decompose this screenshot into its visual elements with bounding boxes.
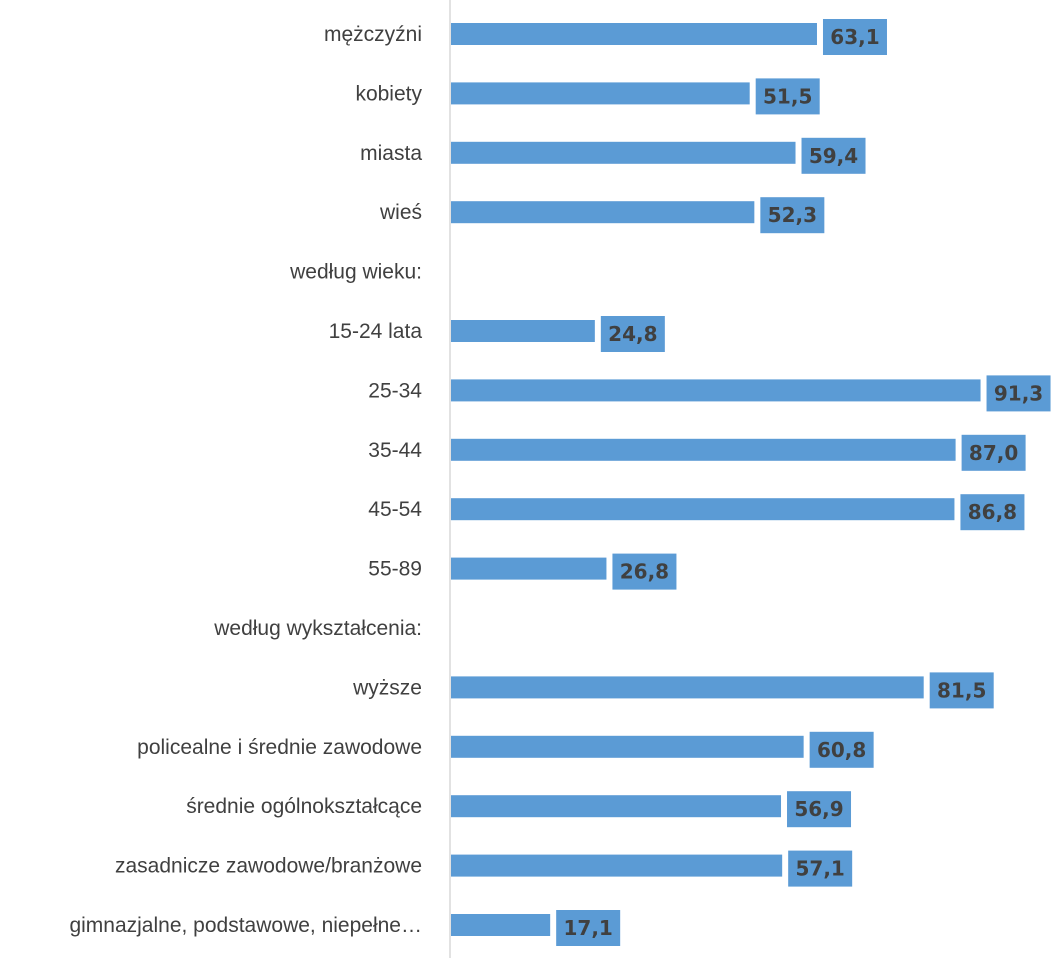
data-label: 91,3 <box>994 381 1043 405</box>
data-label: 51,5 <box>763 84 812 108</box>
data-label: 87,0 <box>969 441 1018 465</box>
category-label: 35-44 <box>368 439 422 462</box>
data-label-box <box>787 791 852 828</box>
data-label-box <box>809 731 874 768</box>
data-label-box <box>600 316 665 352</box>
bar <box>451 795 782 818</box>
data-label-box <box>801 137 866 174</box>
data-label-box <box>556 910 621 946</box>
category-label: 45-54 <box>368 498 422 521</box>
category-label: wyższe <box>352 676 422 699</box>
data-label: 56,9 <box>794 797 843 821</box>
data-label-box <box>788 850 853 887</box>
category-label: mężczyźni <box>324 23 422 46</box>
data-label: 63,1 <box>830 25 879 49</box>
bar <box>451 438 956 461</box>
data-label-box <box>755 78 820 115</box>
category-label: miasta <box>360 142 422 165</box>
bar <box>451 201 755 224</box>
data-label-box <box>612 553 677 590</box>
bar <box>451 735 804 758</box>
data-label: 24,8 <box>608 322 657 346</box>
bar <box>451 23 817 45</box>
category-label: 55-89 <box>368 558 422 581</box>
category-label: według wykształcenia: <box>213 617 422 640</box>
category-label: 15-24 lata <box>329 320 423 343</box>
data-label-box <box>929 672 994 709</box>
data-label: 81,5 <box>937 678 986 702</box>
bar <box>451 676 924 699</box>
data-label: 59,4 <box>809 144 858 168</box>
bar <box>451 379 981 402</box>
bar <box>451 557 607 580</box>
category-label: kobiety <box>355 82 422 105</box>
category-label: 25-34 <box>368 379 422 402</box>
data-label-box <box>960 494 1025 531</box>
category-label: zasadnicze zawodowe/branżowe <box>115 855 422 878</box>
data-label-box <box>986 375 1051 412</box>
category-label: policealne i średnie zawodowe <box>137 736 422 759</box>
data-label: 60,8 <box>817 738 866 762</box>
category-label: gimnazjalne, podstawowe, niepełne… <box>69 914 422 937</box>
category-label: według wieku: <box>289 261 422 284</box>
category-label: wieś <box>379 201 422 224</box>
data-label: 26,8 <box>620 560 669 584</box>
data-label: 57,1 <box>796 857 845 881</box>
bar <box>451 141 796 164</box>
bar <box>451 498 955 521</box>
data-label: 17,1 <box>564 916 613 940</box>
data-label-box <box>961 434 1026 471</box>
data-label-box <box>760 197 825 234</box>
bar <box>451 914 551 936</box>
data-label: 86,8 <box>968 500 1017 524</box>
data-label-box <box>822 19 887 55</box>
bar <box>451 82 750 105</box>
bar <box>451 320 595 342</box>
data-label: 52,3 <box>768 203 817 227</box>
bar <box>451 854 783 877</box>
category-label: średnie ogólnokształcące <box>186 795 422 818</box>
